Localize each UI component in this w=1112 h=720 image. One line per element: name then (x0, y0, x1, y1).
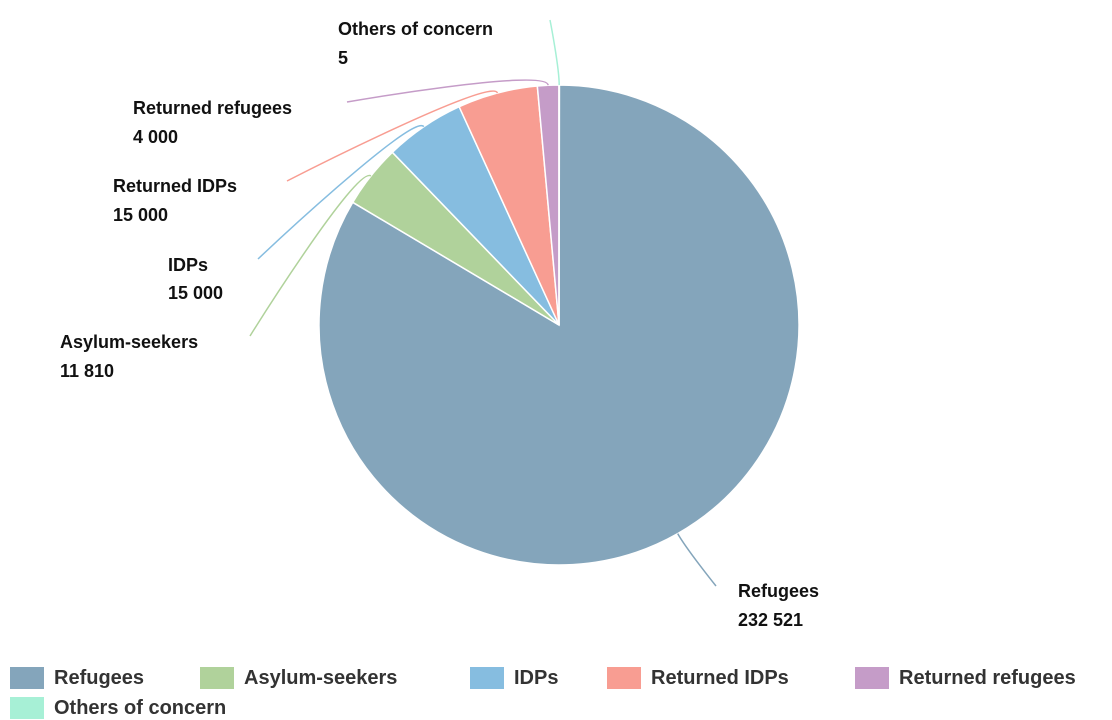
pie-slice-refugees[interactable] (318, 84, 800, 566)
slice-label-returned-refugees: Returned refugees 4 000 (133, 98, 292, 147)
legend-swatch (200, 667, 234, 689)
legend-swatch (10, 697, 44, 719)
leader-line-others-of-concern (549, 19, 560, 86)
legend-swatch (10, 667, 44, 689)
legend-swatch (855, 667, 889, 689)
slice-label-name: Refugees (738, 581, 819, 601)
slice-label-name: Asylum-seekers (60, 332, 198, 352)
pie-slices (318, 84, 800, 566)
leader-lines (249, 19, 717, 587)
slice-label-value: 5 (338, 48, 348, 68)
legend-item-refugees[interactable]: Refugees (10, 666, 144, 690)
slice-label-others-of-concern: Others of concern 5 (338, 19, 493, 68)
legend-swatch (607, 667, 641, 689)
legend-label: Others of concern (54, 696, 227, 719)
leader-line-asylum-seekers (249, 175, 372, 337)
slice-label-name: Others of concern (338, 19, 493, 39)
leader-line-returned-idps (286, 90, 499, 182)
legend-item-asylum-seekers[interactable]: Asylum-seekers (200, 666, 397, 690)
legend-label: Returned refugees (899, 666, 1076, 689)
legend-item-idps[interactable]: IDPs (470, 666, 558, 690)
legend-label: Asylum-seekers (244, 666, 398, 689)
slice-label-refugees: Refugees 232 521 (738, 581, 819, 630)
slice-label-idps: IDPs 15 000 (168, 255, 223, 303)
pie-chart: Refugees 232 521 Asylum-seekers 11 810 I… (60, 19, 819, 630)
slice-label-value: 4 000 (133, 127, 178, 147)
leader-line-refugees (677, 533, 717, 587)
slice-label-value: 11 810 (60, 361, 114, 381)
slice-label-name: Returned refugees (133, 98, 292, 118)
slice-label-value: 15 000 (113, 205, 168, 225)
leader-line-idps (257, 125, 425, 260)
slice-label-value: 232 521 (738, 610, 803, 630)
legend-item-returned-refugees[interactable]: Returned refugees (855, 666, 1076, 690)
leader-line-returned-refugees (346, 79, 549, 103)
slice-label-value: 15 000 (168, 283, 223, 303)
legend-label: Returned IDPs (651, 666, 789, 689)
slice-label-name: Returned IDPs (113, 176, 237, 196)
legend-item-returned-idps[interactable]: Returned IDPs (607, 666, 789, 690)
legend-label: Refugees (54, 666, 145, 689)
legend-item-others-of-concern[interactable]: Others of concern (10, 696, 226, 720)
slice-label-name: IDPs (168, 255, 208, 275)
slice-label-asylum-seekers: Asylum-seekers 11 810 (60, 332, 198, 381)
legend-label: IDPs (514, 666, 559, 689)
slice-label-returned-idps: Returned IDPs 15 000 (113, 176, 237, 225)
legend-swatch (470, 667, 504, 689)
